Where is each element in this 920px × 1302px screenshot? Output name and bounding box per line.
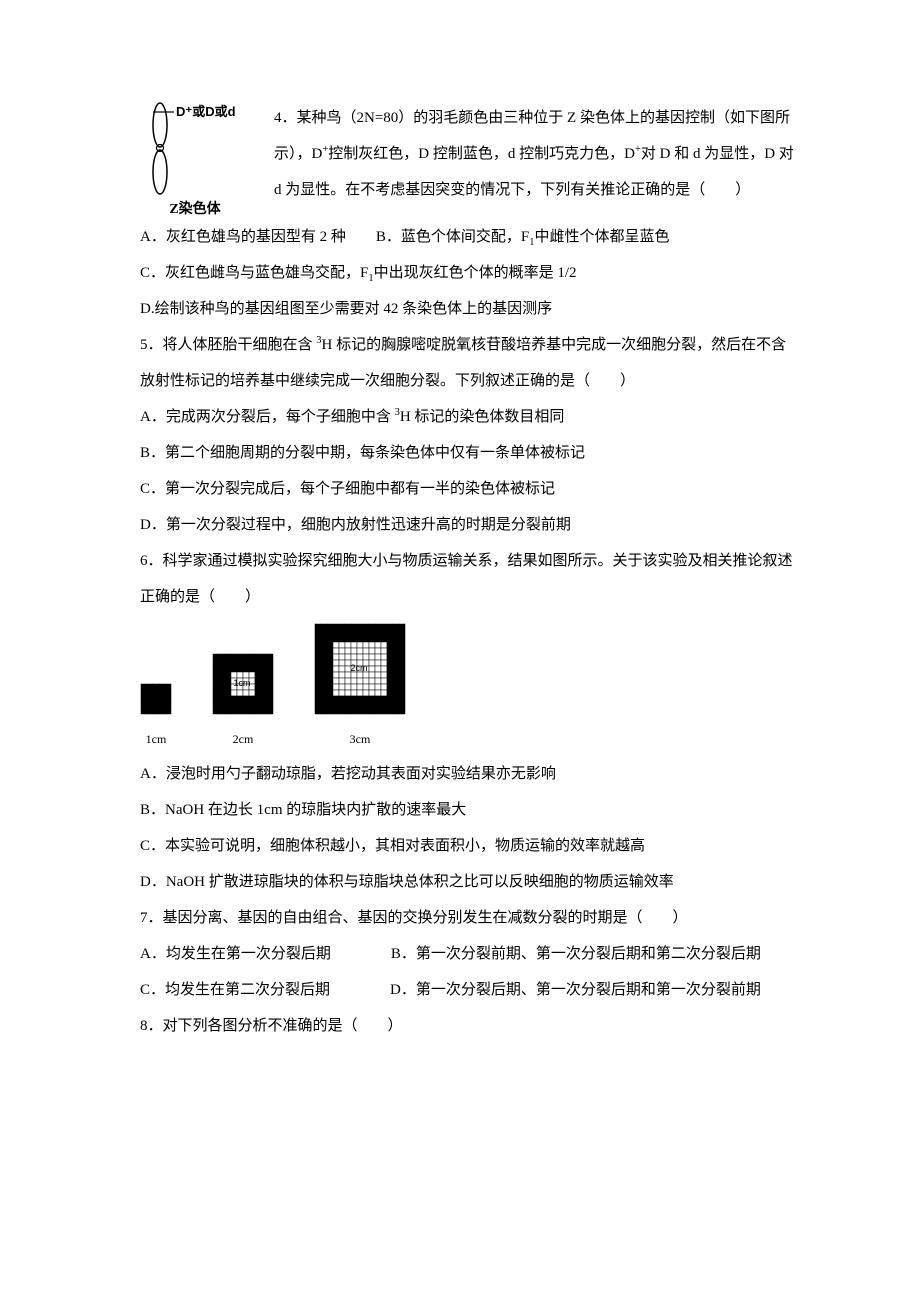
q8-stem: 8．对下列各图分析不准确的是（ ） [140,1008,800,1044]
svg-text:2cm: 2cm [350,663,367,673]
q5-opt-c: C．第一次分裂完成后，每个子细胞中都有一半的染色体被标记 [140,471,800,507]
q6-opt-d: D．NaOH 扩散进琼脂块的体积与琼脂块总体积之比可以反映细胞的物质运输效率 [140,864,800,900]
cube-3cm: 2cm 3cm [314,623,406,748]
q4-optA-tail: 中雌性个体都呈蓝色 [534,229,669,245]
q5-optA-a: A．完成两次分裂后，每个子细胞中含 [140,409,395,425]
q4-optC-text: C．灰红色雌鸟与蓝色雄鸟交配，F [140,265,368,281]
allele-label-text: D⁺或D或d [176,104,236,119]
cube-1cm-label: 1cm [140,731,172,748]
q7-opt-ab: A．均发生在第一次分裂后期 B．第一次分裂前期、第一次分裂后期和第二次分裂后期 [140,936,800,972]
cube-svg-3cm: 2cm [314,623,406,715]
q4: D⁺或D或d Z染色体 4．某种鸟（2N=80）的羽毛颜色由三种位于 Z 染色体… [140,100,800,219]
q5-stem-a: 5．将人体胚胎干细胞在含 [140,337,316,353]
cube-2cm-label: 2cm [212,731,274,748]
cube-svg-2cm: 1cm [212,653,274,715]
q4-optA-text: A．灰红色雄鸟的基因型有 2 种 B．蓝色个体间交配，F [140,229,529,245]
cube-1cm: 1cm [140,683,172,748]
q4-optC-tail: 中出现灰红色个体的概率是 1/2 [374,265,577,281]
q5-opt-a: A．完成两次分裂后，每个子细胞中含 3H 标记的染色体数目相同 [140,399,800,435]
z-chromosome-diagram: D⁺或D或d Z染色体 [140,100,250,219]
q4-opt-c: C．灰红色雌鸟与蓝色雄鸟交配，F1中出现灰红色个体的概率是 1/2 [140,255,800,291]
svg-text:1cm: 1cm [233,678,250,688]
q4-opt-d: D.绘制该种鸟的基因组图至少需要对 42 条染色体上的基因测序 [140,291,800,327]
q6-stem: 6．科学家通过模拟实验探究细胞大小与物质运输关系，结果如图所示。关于该实验及相关… [140,543,800,615]
q5-optA-b: H 标记的染色体数目相同 [400,409,565,425]
chromosome-svg: D⁺或D或d [140,100,250,200]
q7-opt-cd: C．均发生在第二次分裂后期 D．第一次分裂后期、第一次分裂后期和第一次分裂前期 [140,972,800,1008]
cube-2cm: 1cm 2cm [212,653,274,748]
q7-stem: 7．基因分离、基因的自由组合、基因的交换分别发生在减数分裂的时期是（ ） [140,900,800,936]
cube-svg-1cm [140,683,172,715]
exam-page: D⁺或D或d Z染色体 4．某种鸟（2N=80）的羽毛颜色由三种位于 Z 染色体… [0,0,920,1104]
q6-figure: 1cm 1cm 2cm 2cm 3cm [140,623,800,748]
q5-opt-d: D．第一次分裂过程中，细胞内放射性迅速升高的时期是分裂前期 [140,507,800,543]
cube-3cm-label: 3cm [314,731,406,748]
q5-stem: 5．将人体胚胎干细胞在含 3H 标记的胸腺嘧啶脱氧核苷酸培养基中完成一次细胞分裂… [140,327,800,399]
q4-stem: 4．某种鸟（2N=80）的羽毛颜色由三种位于 Z 染色体上的基因控制（如下图所示… [274,100,800,208]
q6-opt-a: A．浸泡时用勺子翻动琼脂，若挖动其表面对实验结果亦无影响 [140,756,800,792]
q5-opt-b: B．第二个细胞周期的分裂中期，每条染色体中仅有一条单体被标记 [140,435,800,471]
z-chromosome-label: Z染色体 [140,202,250,219]
q6-opt-c: C．本实验可说明，细胞体积越小，其相对表面积小，物质运输的效率就越高 [140,828,800,864]
q4-stem-b: 控制灰红色，D 控制蓝色，d 控制巧克力色，D [328,146,635,162]
q6-opt-b: B．NaOH 在边长 1cm 的琼脂块内扩散的速率最大 [140,792,800,828]
q4-opt-ab: A．灰红色雄鸟的基因型有 2 种 B．蓝色个体间交配，F1中雌性个体都呈蓝色 [140,219,800,255]
